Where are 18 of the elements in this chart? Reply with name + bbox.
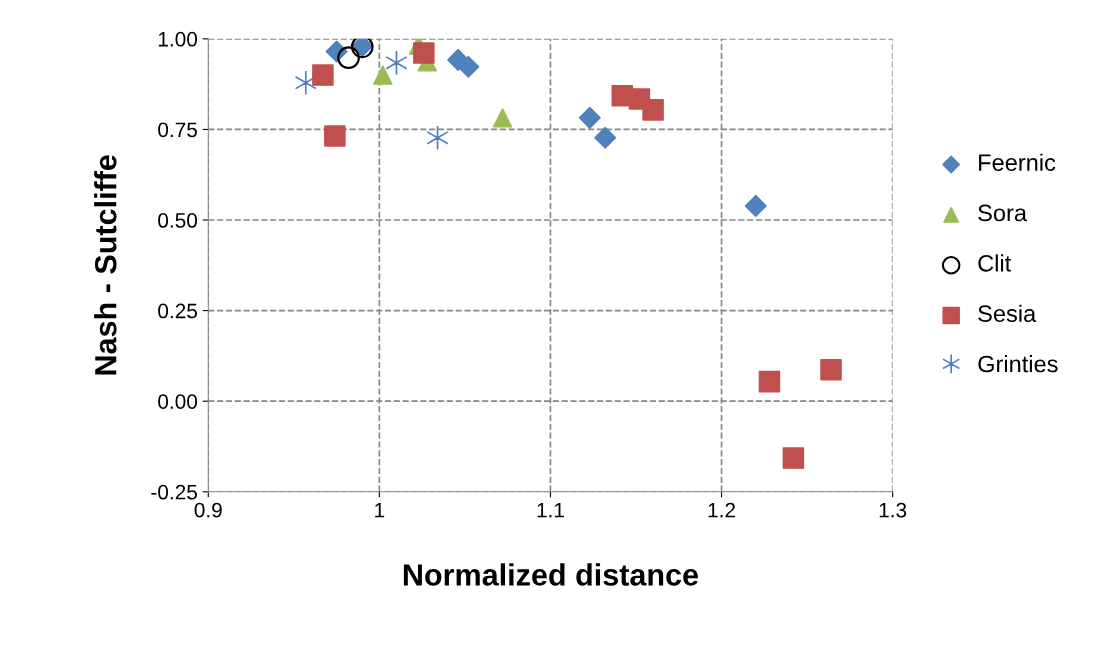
legend-label: Sora [978,204,1028,222]
legend-label: Feernic [979,153,1056,171]
x-tick-label: 1.2 [708,502,735,518]
legend-label: Clit [978,254,1012,272]
y-tick-label: 0.50 [158,213,198,228]
x-tick-label: 1.3 [879,502,907,518]
x-axis-title: Normalized distance [403,563,698,586]
y-tick-label: 0.00 [158,394,198,409]
y-tick-label: 1.00 [158,31,198,47]
legend-label: Grinties [978,355,1058,373]
x-tick-label: 0.9 [194,502,222,518]
y-tick-label: 0.25 [158,303,197,319]
y-tick-label: 0.75 [158,122,197,138]
legend-label: Sesia [978,304,1037,322]
y-tick-label: -0.25 [151,484,197,500]
y-axis-title: Nash - Sutcliffe [94,155,117,375]
x-tick-label: 1 [375,502,385,518]
x-tick-label: 1.1 [537,502,564,518]
